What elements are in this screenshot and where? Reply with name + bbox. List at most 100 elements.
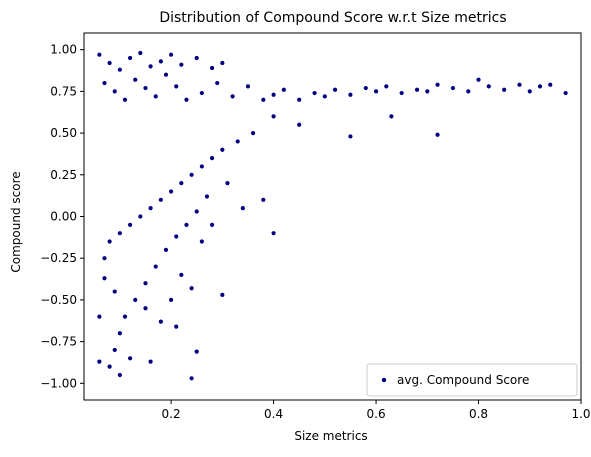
scatter-point: [189, 172, 194, 177]
scatter-point: [517, 82, 522, 87]
scatter-point: [240, 206, 245, 211]
scatter-point: [148, 206, 153, 211]
points-layer: [97, 50, 568, 381]
scatter-point: [363, 85, 368, 91]
scatter-point: [209, 156, 215, 161]
y-axis-label: Compound score: [9, 171, 23, 272]
scatter-point: [204, 194, 210, 199]
scatter-point: [322, 94, 327, 99]
scatter-point: [122, 314, 128, 319]
scatter-point: [102, 80, 107, 86]
legend: avg. Compound Score: [366, 363, 578, 397]
scatter-point: [476, 77, 481, 82]
scatter-point: [158, 197, 163, 202]
scatter-point: [138, 50, 143, 56]
scatter-point: [527, 89, 532, 94]
scatter-point: [502, 87, 507, 92]
scatter-point: [281, 87, 286, 92]
scatter-point: [179, 181, 184, 186]
scatter-point: [425, 89, 430, 94]
scatter-point: [143, 85, 148, 91]
x-axis-ticks: 0.2 0.4 0.6 0.8 1.0: [162, 400, 591, 421]
y-tick-label: −0.25: [40, 251, 77, 265]
scatter-point: [128, 55, 133, 61]
y-tick-label: −0.50: [40, 293, 77, 307]
x-tick-label: 0.4: [264, 407, 283, 421]
scatter-point: [163, 247, 169, 252]
x-tick-label: 0.8: [469, 407, 488, 421]
y-tick-label: −0.75: [40, 335, 77, 349]
scatter-point: [297, 122, 302, 127]
scatter-point: [271, 114, 276, 119]
scatter-point: [107, 364, 112, 369]
scatter-point: [312, 90, 317, 96]
scatter-point: [189, 376, 194, 381]
scatter-point: [271, 92, 276, 97]
x-tick-label: 0.2: [162, 407, 181, 421]
scatter-point: [435, 132, 440, 137]
scatter-point: [220, 292, 225, 297]
scatter-point: [112, 89, 117, 94]
y-tick-label: 1.00: [50, 43, 77, 57]
scatter-point: [209, 65, 215, 71]
y-axis-ticks: 1.00 0.75 0.50 0.25 0.00 −0.25 −0.50 −0.75 −1.00: [40, 43, 84, 390]
scatter-point: [102, 256, 107, 261]
scatter-point: [209, 222, 215, 227]
scatter-point: [117, 67, 122, 72]
scatter-point: [389, 114, 394, 119]
scatter-point: [174, 234, 179, 239]
scatter-point: [112, 289, 117, 294]
scatter-point: [169, 297, 174, 303]
y-tick-label: 0.25: [50, 168, 77, 182]
scatter-point: [184, 97, 189, 102]
scatter-point: [148, 64, 153, 69]
scatter-point: [537, 84, 543, 89]
scatter-point: [348, 92, 353, 97]
scatter-point: [225, 181, 230, 186]
scatter-point: [250, 130, 256, 136]
scatter-point: [158, 319, 163, 324]
chart-title: Distribution of Compound Score w.r.t Siz…: [159, 10, 506, 26]
x-tick-label: 0.6: [367, 407, 386, 421]
scatter-point: [230, 94, 235, 99]
scatter-point: [117, 331, 122, 336]
scatter-point: [138, 214, 143, 219]
scatter-point: [117, 372, 122, 378]
scatter-point: [153, 264, 158, 269]
scatter-point: [261, 197, 266, 202]
scatter-point: [133, 297, 138, 303]
scatter-point: [215, 80, 220, 86]
scatter-point: [112, 347, 117, 353]
scatter-point: [261, 97, 266, 102]
scatter-point: [148, 359, 153, 364]
scatter-point: [189, 286, 194, 291]
scatter-point: [97, 52, 102, 57]
x-axis-label: Size metrics: [294, 429, 367, 443]
legend-label: avg. Compound Score: [397, 373, 529, 387]
scatter-point: [174, 324, 179, 329]
scatter-point: [435, 82, 440, 87]
y-tick-label: 0.50: [50, 126, 77, 140]
scatter-point: [384, 84, 389, 89]
scatter-point: [199, 164, 204, 169]
scatter-point: [373, 89, 379, 94]
scatter-point: [486, 84, 491, 89]
scatter-point: [107, 60, 112, 66]
scatter-point: [220, 60, 225, 66]
scatter-point: [199, 90, 204, 96]
scatter-point: [450, 85, 456, 91]
scatter-point: [297, 97, 302, 102]
y-tick-label: 0.75: [50, 84, 77, 98]
legend-box: [366, 363, 578, 397]
scatter-point: [548, 82, 553, 87]
scatter-point: [158, 59, 163, 64]
scatter-point: [169, 189, 174, 194]
scatter-point: [143, 281, 148, 286]
scatter-point: [107, 239, 112, 244]
scatter-point: [133, 77, 138, 82]
scatter-point: [97, 314, 102, 319]
scatter-point: [179, 62, 184, 67]
scatter-point: [332, 87, 338, 92]
